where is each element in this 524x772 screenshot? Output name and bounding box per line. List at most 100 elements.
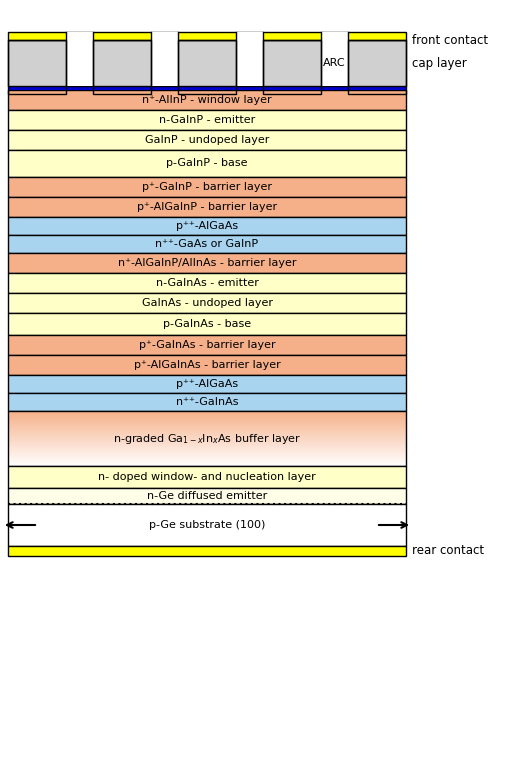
Bar bbox=[8, 442, 406, 444]
Text: n⁺-AlGaInP/AlInAs - barrier layer: n⁺-AlGaInP/AlInAs - barrier layer bbox=[118, 258, 296, 268]
Bar bbox=[8, 438, 406, 439]
Text: n⁺⁺-GaInAs: n⁺⁺-GaInAs bbox=[176, 397, 238, 407]
Bar bbox=[8, 435, 406, 437]
Bar bbox=[8, 293, 406, 313]
Bar bbox=[8, 424, 406, 425]
Bar bbox=[8, 375, 406, 393]
Bar bbox=[93, 40, 151, 94]
Bar bbox=[236, 32, 263, 86]
Bar bbox=[8, 40, 66, 94]
Bar bbox=[8, 414, 406, 415]
Bar bbox=[8, 460, 406, 461]
Bar bbox=[151, 32, 178, 86]
Text: GaInP - undoped layer: GaInP - undoped layer bbox=[145, 135, 269, 145]
Text: GaInAs - undoped layer: GaInAs - undoped layer bbox=[141, 298, 272, 308]
Text: p-GaInAs - base: p-GaInAs - base bbox=[163, 319, 251, 329]
Text: p-Ge substrate (100): p-Ge substrate (100) bbox=[149, 520, 265, 530]
Bar bbox=[8, 439, 406, 440]
Bar bbox=[8, 235, 406, 253]
Bar bbox=[8, 355, 406, 375]
Bar bbox=[8, 457, 406, 459]
Bar bbox=[8, 441, 406, 442]
Bar bbox=[8, 313, 406, 335]
Bar bbox=[8, 438, 406, 440]
Bar bbox=[8, 217, 406, 235]
Bar bbox=[8, 130, 406, 150]
Bar bbox=[8, 448, 406, 449]
Bar bbox=[8, 335, 406, 355]
Bar bbox=[8, 150, 406, 177]
Bar bbox=[8, 393, 406, 411]
Bar bbox=[8, 253, 406, 273]
Bar bbox=[8, 197, 406, 217]
Bar bbox=[8, 411, 406, 412]
Bar bbox=[8, 432, 406, 433]
Bar bbox=[8, 449, 406, 451]
Bar bbox=[8, 448, 406, 449]
Bar bbox=[8, 461, 406, 462]
Bar bbox=[8, 417, 406, 418]
Bar bbox=[8, 90, 406, 110]
Bar bbox=[8, 430, 406, 432]
Bar bbox=[8, 445, 406, 446]
Bar bbox=[8, 464, 406, 465]
Bar bbox=[8, 443, 406, 445]
Bar bbox=[8, 459, 406, 460]
Bar bbox=[8, 456, 406, 458]
Bar bbox=[8, 436, 406, 438]
Bar bbox=[8, 450, 406, 452]
Text: rear contact: rear contact bbox=[412, 544, 484, 557]
Bar bbox=[8, 447, 406, 448]
Text: front contact: front contact bbox=[412, 34, 488, 47]
Bar bbox=[8, 455, 406, 457]
Bar bbox=[8, 452, 406, 453]
Bar bbox=[8, 453, 406, 454]
Text: p⁺-GaInAs - barrier layer: p⁺-GaInAs - barrier layer bbox=[139, 340, 275, 350]
Bar bbox=[8, 454, 406, 455]
Bar bbox=[8, 461, 406, 462]
Bar bbox=[8, 462, 406, 464]
Bar bbox=[8, 421, 406, 422]
Bar bbox=[8, 546, 406, 556]
Bar bbox=[8, 177, 406, 197]
Text: cap layer: cap layer bbox=[412, 56, 467, 69]
Text: n⁺-AlInP - window layer: n⁺-AlInP - window layer bbox=[142, 95, 272, 105]
Text: p⁺-AlGaInAs - barrier layer: p⁺-AlGaInAs - barrier layer bbox=[134, 360, 280, 370]
Bar bbox=[8, 422, 406, 423]
Text: n⁺⁺-GaAs or GaInP: n⁺⁺-GaAs or GaInP bbox=[156, 239, 258, 249]
Bar bbox=[8, 426, 406, 428]
Bar bbox=[8, 86, 406, 90]
Bar bbox=[8, 412, 406, 414]
Bar bbox=[8, 415, 406, 416]
Bar bbox=[8, 429, 406, 431]
Bar bbox=[8, 451, 406, 452]
Bar bbox=[8, 432, 406, 434]
Bar bbox=[8, 446, 406, 447]
Bar bbox=[8, 418, 406, 420]
Bar bbox=[8, 423, 406, 425]
Bar bbox=[8, 434, 406, 435]
Text: p⁺-AlGaInP - barrier layer: p⁺-AlGaInP - barrier layer bbox=[137, 202, 277, 212]
Bar bbox=[8, 488, 406, 504]
Bar bbox=[8, 449, 406, 450]
Bar bbox=[321, 32, 348, 86]
Bar bbox=[8, 445, 406, 446]
Bar bbox=[8, 462, 406, 463]
Bar bbox=[8, 463, 406, 465]
Bar bbox=[66, 32, 93, 86]
Bar bbox=[8, 442, 406, 443]
Bar bbox=[8, 425, 406, 426]
Text: n-graded Ga$_{1-x}$In$_x$As buffer layer: n-graded Ga$_{1-x}$In$_x$As buffer layer bbox=[113, 432, 301, 445]
Bar bbox=[8, 429, 406, 430]
Text: n- doped window- and nucleation layer: n- doped window- and nucleation layer bbox=[98, 472, 316, 482]
Text: p-GaInP - base: p-GaInP - base bbox=[166, 158, 248, 168]
Text: p⁺⁺-AlGaAs: p⁺⁺-AlGaAs bbox=[176, 221, 238, 231]
Bar bbox=[8, 416, 406, 417]
Bar bbox=[8, 273, 406, 293]
Bar bbox=[8, 32, 406, 40]
Bar bbox=[8, 454, 406, 455]
Text: ARC: ARC bbox=[323, 58, 346, 68]
Text: n-GaInAs - emitter: n-GaInAs - emitter bbox=[156, 278, 258, 288]
Bar bbox=[8, 466, 406, 488]
Bar bbox=[8, 444, 406, 445]
